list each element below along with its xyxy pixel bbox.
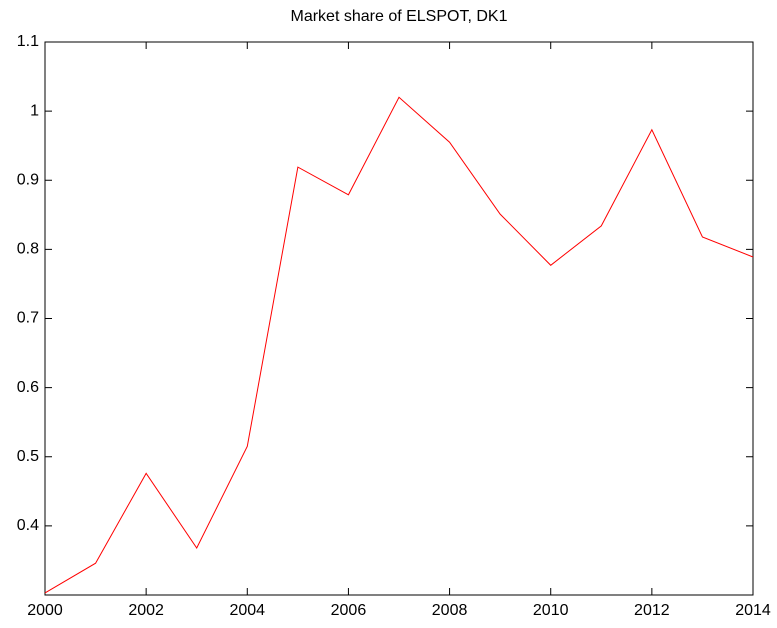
axes-box [44,41,754,596]
x-tick-label: 2006 [331,602,367,619]
x-tick-label: 2008 [432,602,468,619]
x-tick-label: 2010 [533,602,569,619]
x-tick-label: 2000 [27,602,63,619]
y-tick-label: 0.6 [17,379,39,396]
y-tick-label: 1.1 [17,33,39,50]
x-tick-label: 2004 [229,602,265,619]
y-tick-label: 1 [30,102,39,119]
y-tick-label: 0.4 [17,517,39,534]
chart-title: Market share of ELSPOT, DK1 [291,8,508,25]
y-tick-label: 0.9 [17,171,39,188]
x-tick-label: 2012 [634,602,670,619]
x-tick-label: 2014 [735,602,771,619]
y-tick-label: 0.8 [17,241,39,258]
y-tick-label: 0.7 [17,310,39,327]
x-tick-label: 2002 [128,602,164,619]
data-line [44,96,754,594]
y-tick-label: 0.5 [17,448,39,465]
